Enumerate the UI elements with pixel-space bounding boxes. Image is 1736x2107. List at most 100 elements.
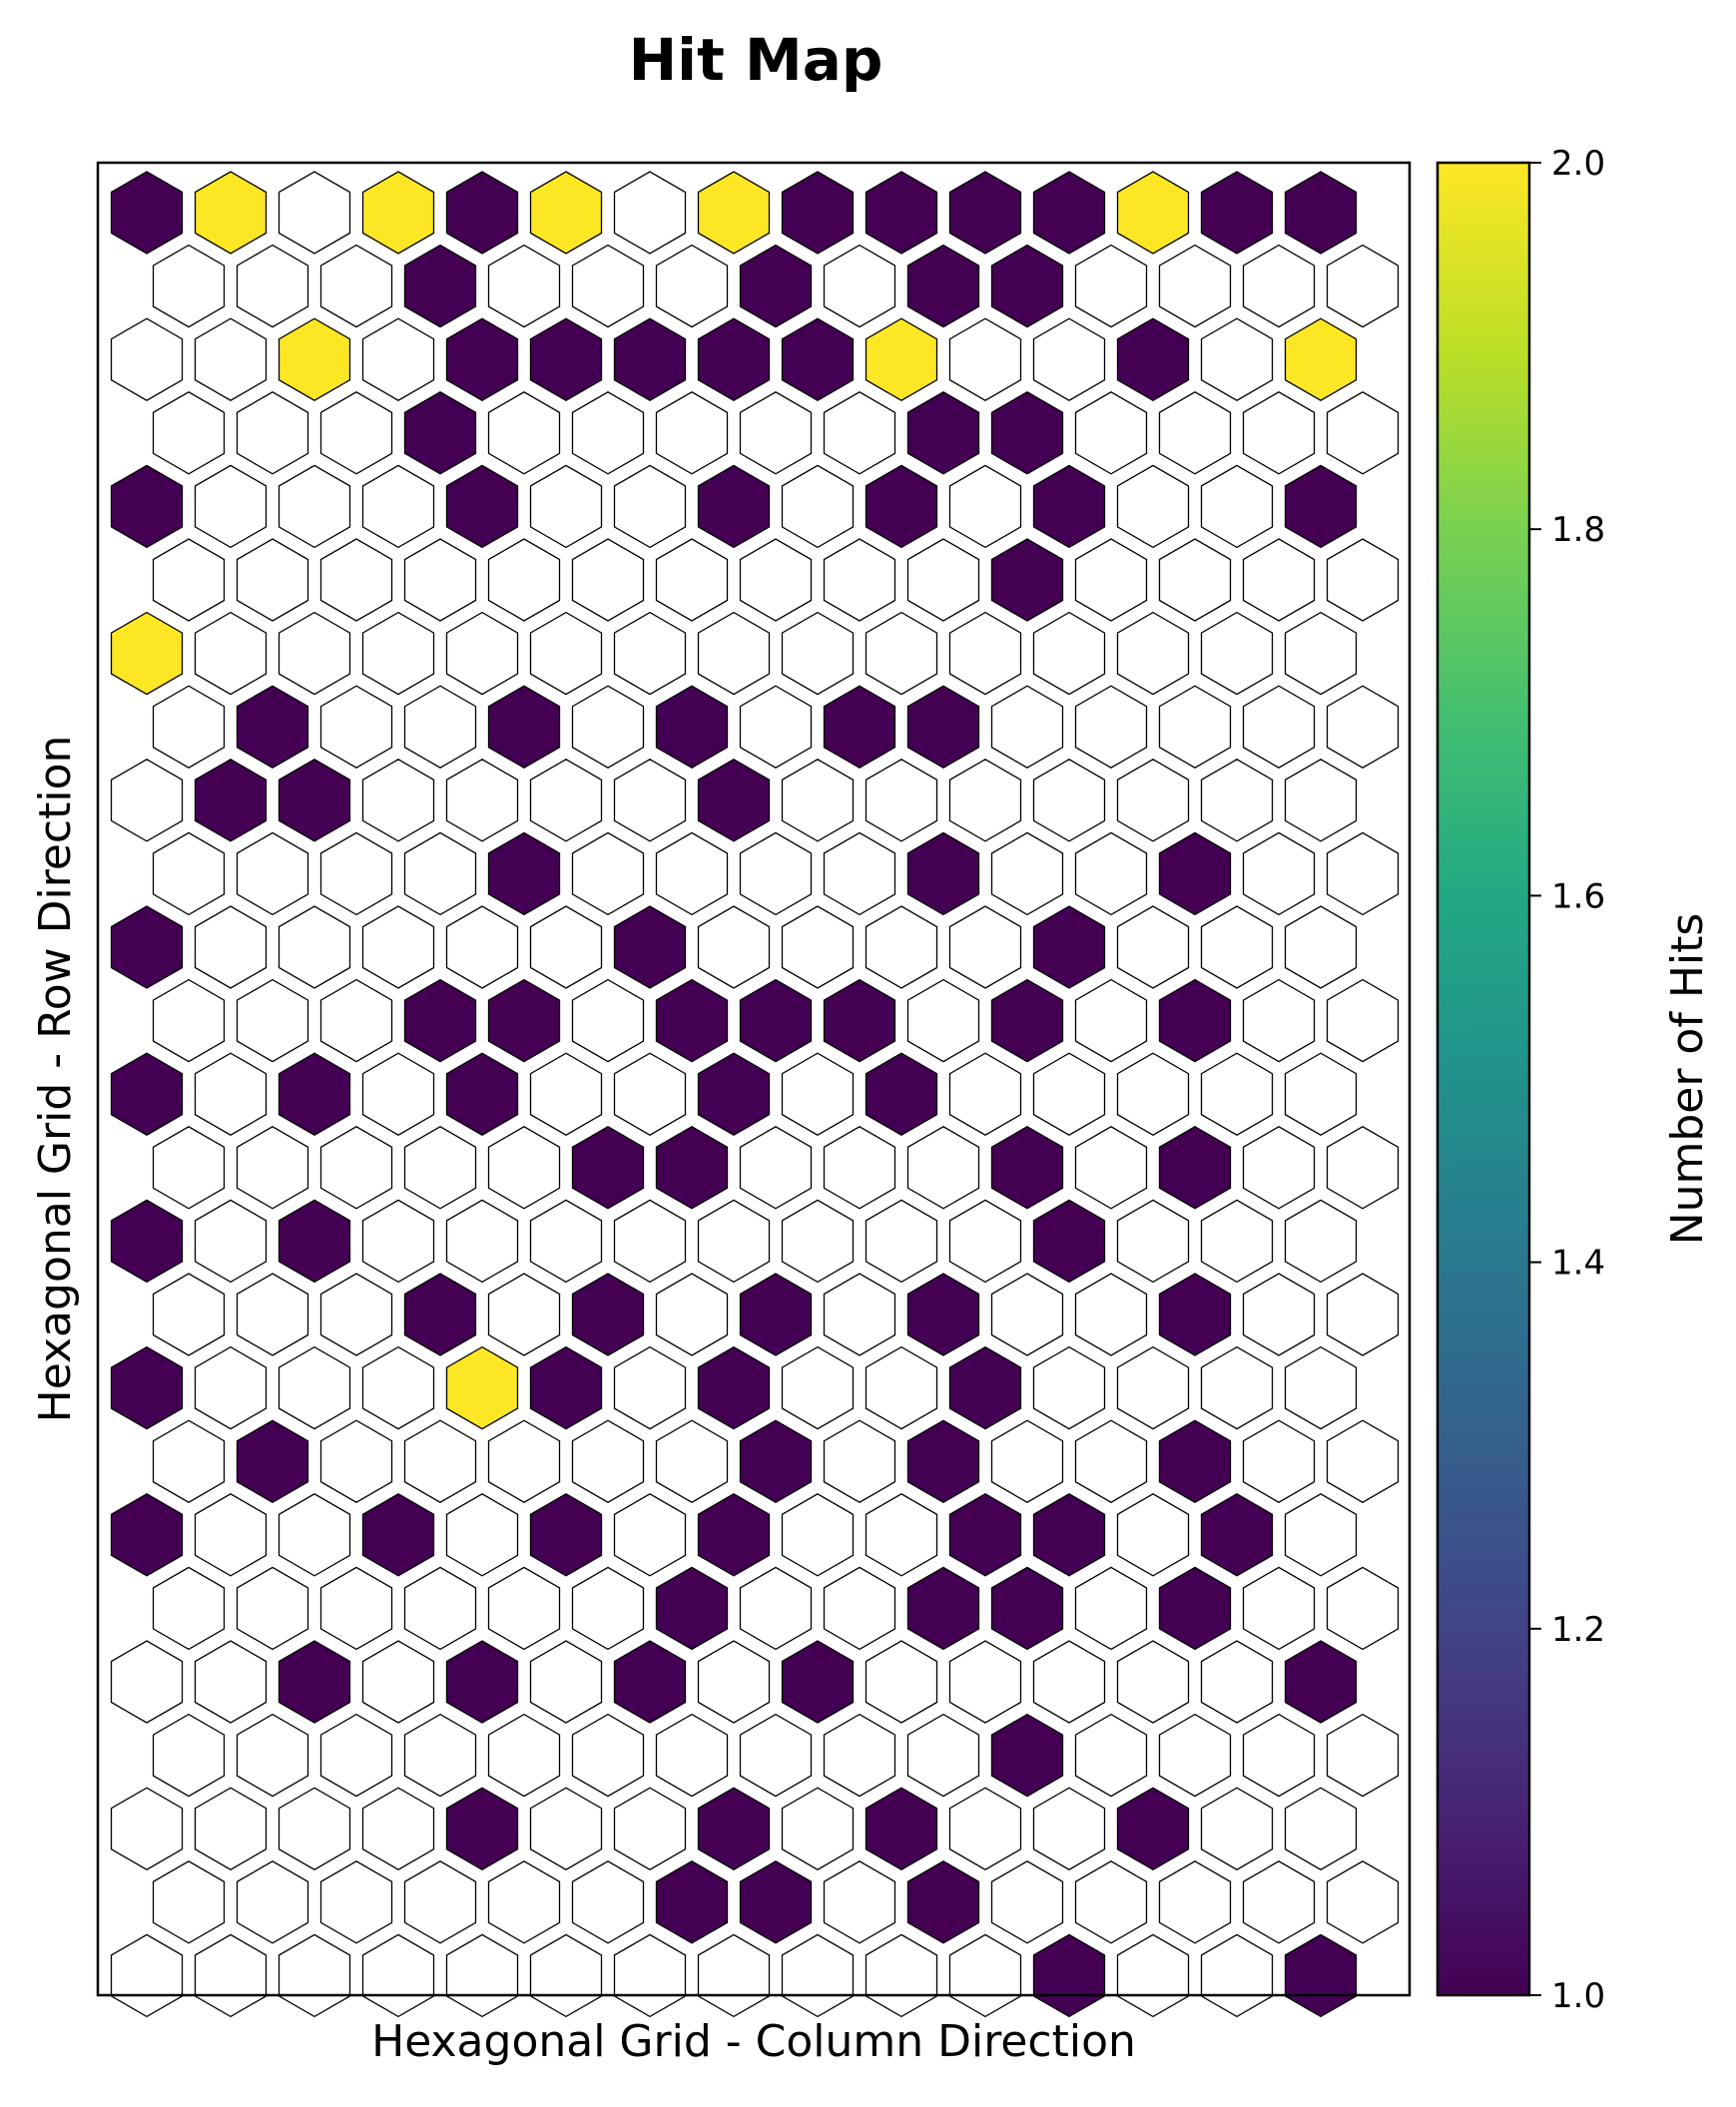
hex-cell-r14-c1 <box>194 1199 268 1284</box>
hex-cell-r23-c7 <box>739 1860 813 1944</box>
plot-frame <box>96 161 1412 1997</box>
hex-cell-r0-c4 <box>445 171 519 255</box>
hex-cell-r13-c0 <box>152 1126 226 1210</box>
hex-cell-r2-c9 <box>865 317 938 401</box>
hex-cell-r5-c12 <box>1158 538 1232 622</box>
hex-cell-r0-c7 <box>697 171 771 255</box>
hex-cell-r23-c8 <box>823 1860 896 1944</box>
hex-cell-r24-c7 <box>697 1933 771 2018</box>
hex-cell-r22-c0 <box>110 1787 184 1870</box>
hex-cell-r13-c6 <box>655 1126 729 1210</box>
hex-cell-r15-c14 <box>1326 1273 1400 1356</box>
hex-cell-r0-c2 <box>278 171 351 255</box>
hex-cell-r6-c4 <box>445 611 519 696</box>
hex-cell-r9-c5 <box>571 831 645 916</box>
hex-cell-r11-c11 <box>1074 978 1148 1063</box>
hex-cell-r0-c6 <box>613 171 687 255</box>
hex-cell-r13-c10 <box>990 1126 1064 1210</box>
hex-cell-r8-c11 <box>1032 759 1106 842</box>
hex-cell-r19-c8 <box>823 1566 896 1651</box>
hex-cell-r5-c11 <box>1074 538 1148 622</box>
hex-cell-r13-c5 <box>571 1126 645 1210</box>
hex-cell-r2-c14 <box>1284 317 1358 401</box>
hex-cell-r20-c6 <box>613 1640 687 1724</box>
hex-cell-r2-c11 <box>1032 317 1106 401</box>
hex-cell-r20-c4 <box>445 1640 519 1724</box>
hex-cell-r16-c11 <box>1032 1345 1106 1430</box>
hex-cell-r17-c8 <box>823 1419 896 1503</box>
hex-cell-r16-c3 <box>361 1345 435 1430</box>
hex-cell-r4-c7 <box>697 464 771 549</box>
hex-cell-r0-c10 <box>948 171 1022 255</box>
hex-cell-r16-c13 <box>1200 1345 1274 1430</box>
hex-cell-r19-c7 <box>739 1566 813 1651</box>
hex-cell-r16-c9 <box>865 1345 938 1430</box>
hex-cell-r2-c2 <box>278 317 351 401</box>
hex-cell-r14-c14 <box>1284 1199 1358 1284</box>
hex-cell-r16-c6 <box>613 1345 687 1430</box>
hex-cell-r16-c14 <box>1284 1345 1358 1430</box>
hex-cell-r13-c8 <box>823 1126 896 1210</box>
hex-cell-r16-c2 <box>278 1345 351 1430</box>
hex-cell-r7-c10 <box>990 685 1064 769</box>
hex-cell-r1-c5 <box>571 244 645 328</box>
hex-cell-r16-c5 <box>529 1345 603 1430</box>
hex-cell-r24-c14 <box>1284 1933 1358 2018</box>
hex-cell-r19-c4 <box>487 1566 561 1651</box>
chart-title: Hit Map <box>629 26 883 94</box>
hex-cell-r13-c9 <box>906 1126 980 1210</box>
hex-cell-r0-c8 <box>781 171 855 255</box>
hex-cell-r14-c13 <box>1200 1199 1274 1284</box>
hex-cell-r7-c9 <box>906 685 980 769</box>
hex-cell-r6-c14 <box>1284 611 1358 696</box>
hex-cell-r24-c13 <box>1200 1933 1274 2018</box>
hex-cell-r10-c2 <box>278 905 351 989</box>
hex-cell-r6-c11 <box>1032 611 1106 696</box>
hex-cell-r23-c14 <box>1326 1860 1400 1944</box>
hex-cell-r22-c4 <box>445 1787 519 1870</box>
hex-cell-r3-c13 <box>1242 391 1316 475</box>
hex-cell-r15-c6 <box>655 1273 729 1356</box>
hex-cell-r3-c4 <box>487 391 561 475</box>
hex-cell-r13-c4 <box>487 1126 561 1210</box>
hex-cell-r14-c5 <box>529 1199 603 1284</box>
hex-cell-r7-c5 <box>571 685 645 769</box>
hex-cell-r9-c1 <box>236 831 309 916</box>
hex-cell-r23-c3 <box>403 1860 477 1944</box>
hex-cell-r22-c12 <box>1116 1787 1190 1870</box>
hex-cell-r1-c14 <box>1326 244 1400 328</box>
hex-cell-r4-c12 <box>1116 464 1190 549</box>
hex-cell-r8-c1 <box>194 759 268 842</box>
hex-cell-r2-c7 <box>697 317 771 401</box>
hex-cell-r21-c9 <box>906 1713 980 1798</box>
hex-cell-r11-c2 <box>319 978 393 1063</box>
hex-cell-r17-c7 <box>739 1419 813 1503</box>
hex-cell-r8-c4 <box>445 759 519 842</box>
hex-cell-r17-c13 <box>1242 1419 1316 1503</box>
hex-cell-r14-c10 <box>948 1199 1022 1284</box>
hex-cell-r16-c12 <box>1116 1345 1190 1430</box>
hex-cell-r14-c11 <box>1032 1199 1106 1284</box>
hex-cell-r5-c9 <box>906 538 980 622</box>
hex-cell-r22-c5 <box>529 1787 603 1870</box>
hex-cell-r16-c0 <box>110 1345 184 1430</box>
hex-cell-r20-c10 <box>948 1640 1022 1724</box>
hex-cell-r19-c2 <box>319 1566 393 1651</box>
hex-cell-r11-c9 <box>906 978 980 1063</box>
hex-cell-r4-c14 <box>1284 464 1358 549</box>
hex-cell-r10-c9 <box>865 905 938 989</box>
hex-cell-r21-c2 <box>319 1713 393 1798</box>
hex-cell-r0-c11 <box>1032 171 1106 255</box>
hex-cell-r7-c13 <box>1242 685 1316 769</box>
hex-cell-r10-c3 <box>361 905 435 989</box>
hex-cell-r4-c13 <box>1200 464 1274 549</box>
hex-cell-r20-c9 <box>865 1640 938 1724</box>
hex-cell-r15-c4 <box>487 1273 561 1356</box>
hex-cell-r10-c1 <box>194 905 268 989</box>
hex-cell-r14-c0 <box>110 1199 184 1284</box>
hex-cell-r1-c13 <box>1242 244 1316 328</box>
hex-cell-r8-c14 <box>1284 759 1358 842</box>
hex-cell-r19-c6 <box>655 1566 729 1651</box>
hex-cell-r24-c8 <box>781 1933 855 2018</box>
hex-cell-r7-c6 <box>655 685 729 769</box>
